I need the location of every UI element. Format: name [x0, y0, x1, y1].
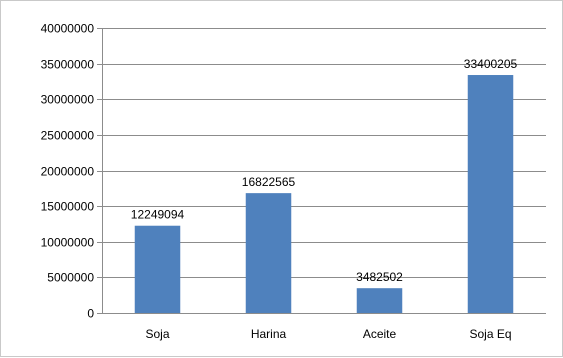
bars — [134, 75, 514, 314]
bar-aceite — [356, 288, 403, 313]
y-tick-label: 30000000 — [41, 93, 95, 107]
y-tick-label: 35000000 — [41, 58, 95, 72]
data-labels: 12249094 16822565 3482502 33400205 — [131, 57, 518, 284]
x-tick-label: Harina — [251, 327, 287, 341]
data-label: 3482502 — [356, 270, 403, 284]
data-label: 16822565 — [242, 175, 296, 189]
y-tick-label: 5000000 — [47, 271, 94, 285]
y-tick-label: 25000000 — [41, 129, 95, 143]
y-tick-label: 10000000 — [41, 236, 95, 250]
axes — [97, 28, 546, 314]
x-tick-label: Soja — [145, 327, 169, 341]
x-tick-label: Aceite — [363, 327, 397, 341]
y-tick-labels: 0 5000000 10000000 15000000 20000000 25000000… — [41, 22, 95, 321]
bar-harina — [245, 193, 292, 313]
x-tick-label: Soja Eq — [469, 327, 511, 341]
y-tick-label: 40000000 — [41, 22, 95, 36]
y-tick-label: 15000000 — [41, 200, 95, 214]
data-label: 33400205 — [464, 57, 518, 71]
data-label: 12249094 — [131, 208, 185, 222]
y-tick-label: 0 — [87, 307, 94, 321]
bar-soja — [134, 225, 181, 313]
x-tick-labels: Soja Harina Aceite Soja Eq — [145, 327, 511, 341]
bar-soja-eq — [467, 75, 514, 314]
y-tick-label: 20000000 — [41, 165, 95, 179]
